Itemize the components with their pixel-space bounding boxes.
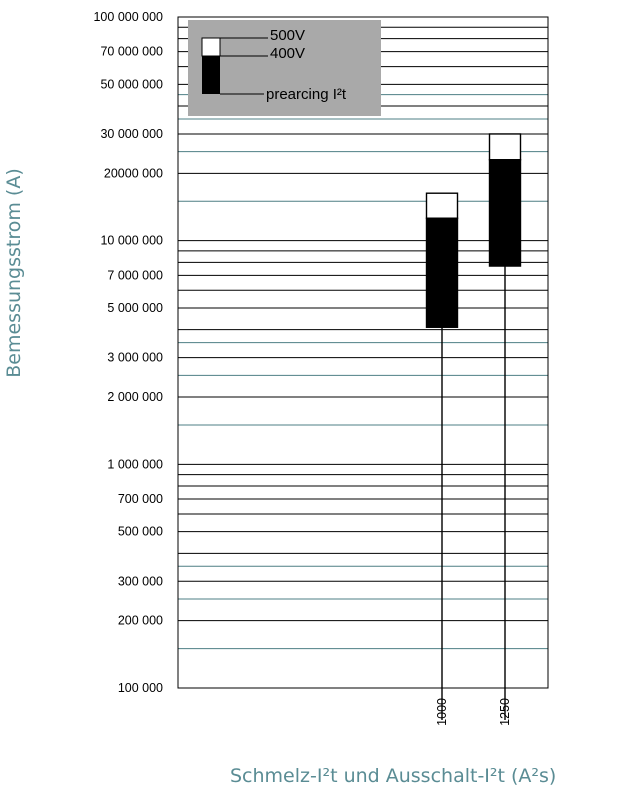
legend-swatch-prearcing [202,56,220,94]
x-tick-label: 1000 [435,698,449,726]
y-axis-title: Bemessungsstrom (A) [3,168,25,378]
y-tick-label: 1 000 000 [107,457,163,471]
legend-swatch-400v-500v [201,37,221,57]
legend-entry: 400V [270,45,305,62]
plot-frame [177,16,549,689]
x-axis-tick-labels: 1000 1250 [435,698,512,726]
y-tick-label: 5 000 000 [107,301,163,315]
y-tick-label: 100 000 000 [93,10,163,24]
y-tick-label: 3 000 000 [107,351,163,365]
bar-prearcing-1000 [425,217,459,328]
legend-entry: 500V [270,27,305,44]
legend-entry: prearcing I²t [266,86,347,103]
chart-grid [177,16,549,689]
y-tick-label: 100 000 [118,681,163,695]
y-tick-label: 300 000 [118,574,163,588]
y-tick-label: 20000 000 [104,166,163,180]
y-axis-tick-labels: 100 000 000 70 000 000 50 000 000 30 000 00… [93,10,163,695]
chart-bars [425,133,522,720]
y-tick-label: 10 000 000 [100,234,163,248]
y-tick-label: 7 000 000 [107,268,163,282]
x-axis-title: Schmelz-I²t und Ausschalt-I²t (A²s) [230,765,556,787]
y-tick-label: 200 000 [118,614,163,628]
y-tick-label: 30 000 000 [100,127,163,141]
bar-breaking-1000 [425,192,459,219]
y-tick-label: 700 000 [118,492,163,506]
y-tick-label: 50 000 000 [100,77,163,91]
x-tick-label: 1250 [498,698,512,726]
y-tick-label: 2 000 000 [107,390,163,404]
bar-breaking-1250 [488,133,522,161]
bar-prearcing-1250 [488,159,522,267]
y-tick-label: 500 000 [118,525,163,539]
y-tick-label: 70 000 000 [100,45,163,59]
legend-background [188,20,381,116]
